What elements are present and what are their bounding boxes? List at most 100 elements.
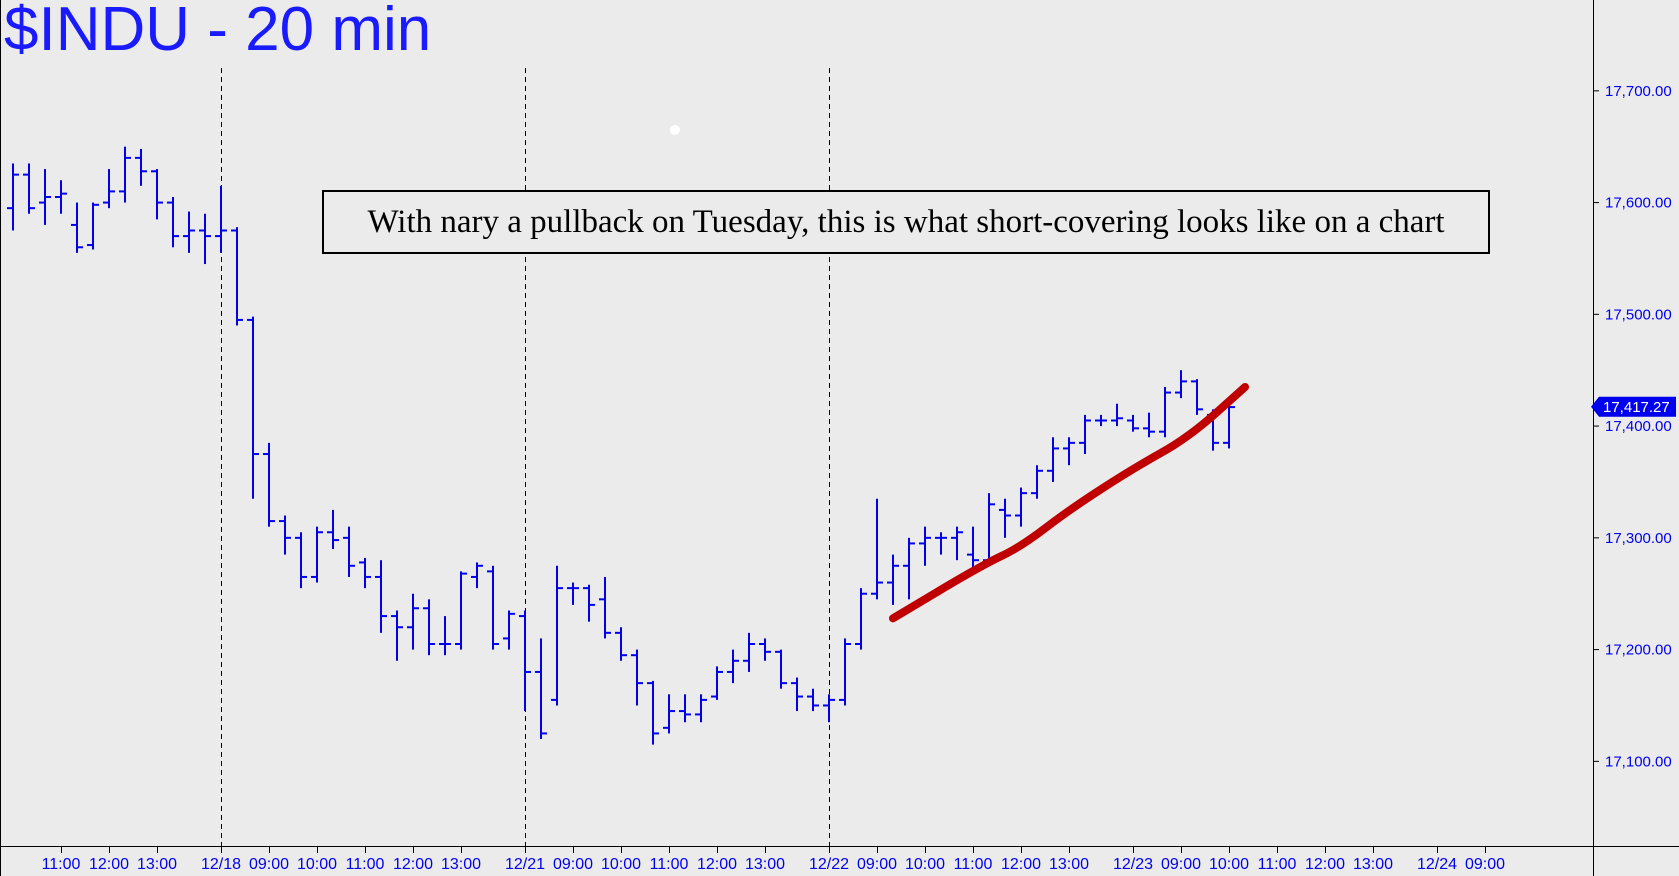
ohlc-bar	[103, 169, 115, 209]
ohlc-bar	[1015, 487, 1027, 527]
x-tick-label: 09:00	[857, 856, 897, 873]
ohlc-bar	[279, 515, 291, 555]
y-tick-label: 17,500.00	[1605, 306, 1672, 323]
x-tick-label: 12:00	[697, 856, 737, 873]
ohlc-bar	[1079, 414, 1091, 455]
ohlc-bar	[151, 169, 163, 220]
ohlc-bar	[423, 599, 435, 656]
ohlc-bar	[855, 588, 867, 650]
x-tick-label: 09:00	[1161, 856, 1201, 873]
ohlc-bar	[743, 632, 755, 672]
ohlc-bar	[87, 202, 99, 250]
x-tick-label: 12/21	[505, 856, 545, 873]
x-tick-label: 13:00	[441, 856, 481, 873]
x-tick-label: 10:00	[905, 856, 945, 873]
ohlc-bar	[119, 146, 131, 203]
x-tick-label: 12/18	[201, 856, 241, 873]
ohlc-bar	[1191, 379, 1203, 415]
y-tick-label: 17,300.00	[1605, 530, 1672, 547]
plot-area	[0, 0, 1593, 846]
x-tick-label: 13:00	[1049, 856, 1089, 873]
y-tick-label: 17,100.00	[1605, 753, 1672, 770]
ohlc-bar	[695, 694, 707, 723]
ohlc-bar	[23, 163, 35, 214]
ohlc-bar	[647, 680, 659, 745]
x-tick-label: 09:00	[553, 856, 593, 873]
y-tick-label: 17,400.00	[1605, 418, 1672, 435]
ohlc-bar	[599, 576, 611, 639]
ohlc-bar	[1223, 403, 1235, 449]
ohlc-bar	[727, 649, 739, 684]
ohlc-bar	[391, 610, 403, 661]
x-tick-label: 12:00	[1001, 856, 1041, 873]
ohlc-bar	[167, 196, 179, 248]
ohlc-bar	[519, 610, 531, 712]
ohlc-bar	[887, 554, 899, 605]
ohlc-bar	[7, 163, 19, 231]
ohlc-bar	[1175, 370, 1187, 399]
ohlc-bar	[295, 532, 307, 589]
y-tick-label: 17,700.00	[1605, 83, 1672, 100]
ohlc-bar	[215, 185, 227, 253]
chart-annotation-box: With nary a pullback on Tuesday, this is…	[322, 190, 1490, 254]
chart-title: $INDU - 20 min	[4, 0, 432, 64]
ohlc-bar	[231, 227, 243, 326]
x-tick-label: 12/24	[1417, 856, 1457, 873]
ohlc-bar	[1063, 437, 1075, 466]
ohlc-bar	[343, 526, 355, 577]
ohlc-bar	[263, 442, 275, 527]
x-tick-label: 13:00	[1353, 856, 1393, 873]
ohlc-bar	[55, 180, 67, 214]
x-tick-label: 11:00	[954, 856, 993, 873]
x-tick-label: 13:00	[745, 856, 785, 873]
ohlc-bar	[311, 526, 323, 583]
ohlc-bar	[567, 582, 579, 605]
y-tick-label: 17,200.00	[1605, 642, 1672, 659]
ohlc-bar	[135, 148, 147, 186]
ohlc-bar	[247, 316, 259, 499]
ohlc-bar	[1031, 465, 1043, 499]
ohlc-bar	[935, 532, 947, 555]
ohlc-bar	[359, 557, 371, 589]
x-tick-label: 11:00	[346, 856, 385, 873]
y-tick-label: 17,600.00	[1605, 195, 1672, 212]
ohlc-bar	[327, 509, 339, 550]
last-price-label: 17,417.27	[1603, 399, 1670, 416]
ohlc-bar	[631, 649, 643, 706]
ohlc-bar	[823, 694, 835, 723]
x-tick-label: 12:00	[89, 856, 129, 873]
ohlc-bar	[1159, 386, 1171, 438]
ohlc-bar	[551, 565, 563, 706]
ohlc-bar	[199, 213, 211, 265]
ohlc-bar	[1095, 414, 1107, 427]
x-tick-label: 13:00	[137, 856, 177, 873]
x-tick-label: 12/23	[1113, 856, 1153, 873]
ohlc-bar	[535, 638, 547, 740]
ohlc-bar	[903, 537, 915, 600]
x-tick-label: 10:00	[601, 856, 641, 873]
x-tick-label: 10:00	[297, 856, 337, 873]
ohlc-bar	[615, 627, 627, 661]
ohlc-bar	[807, 688, 819, 712]
ohlc-bar	[1143, 412, 1155, 438]
x-tick-label: 12:00	[1305, 856, 1345, 873]
ohlc-bar	[839, 638, 851, 706]
ohlc-bar	[407, 593, 419, 650]
x-tick-label: 09:00	[249, 856, 289, 873]
ohlc-bar	[1127, 414, 1139, 432]
x-tick-label: 10:00	[1209, 856, 1249, 873]
x-tick-label: 11:00	[42, 856, 81, 873]
x-tick-label: 12:00	[393, 856, 433, 873]
ohlc-bar	[583, 584, 595, 622]
ohlc-bar	[711, 666, 723, 700]
ohlc-bar	[375, 560, 387, 633]
ohlc-bar	[183, 211, 195, 253]
ohlc-bar	[871, 498, 883, 600]
trendline	[889, 382, 1249, 623]
ohlc-bar	[967, 526, 979, 572]
ohlc-bar	[439, 616, 451, 656]
ohlc-bar	[951, 526, 963, 561]
x-tick-label: 09:00	[1465, 856, 1505, 873]
